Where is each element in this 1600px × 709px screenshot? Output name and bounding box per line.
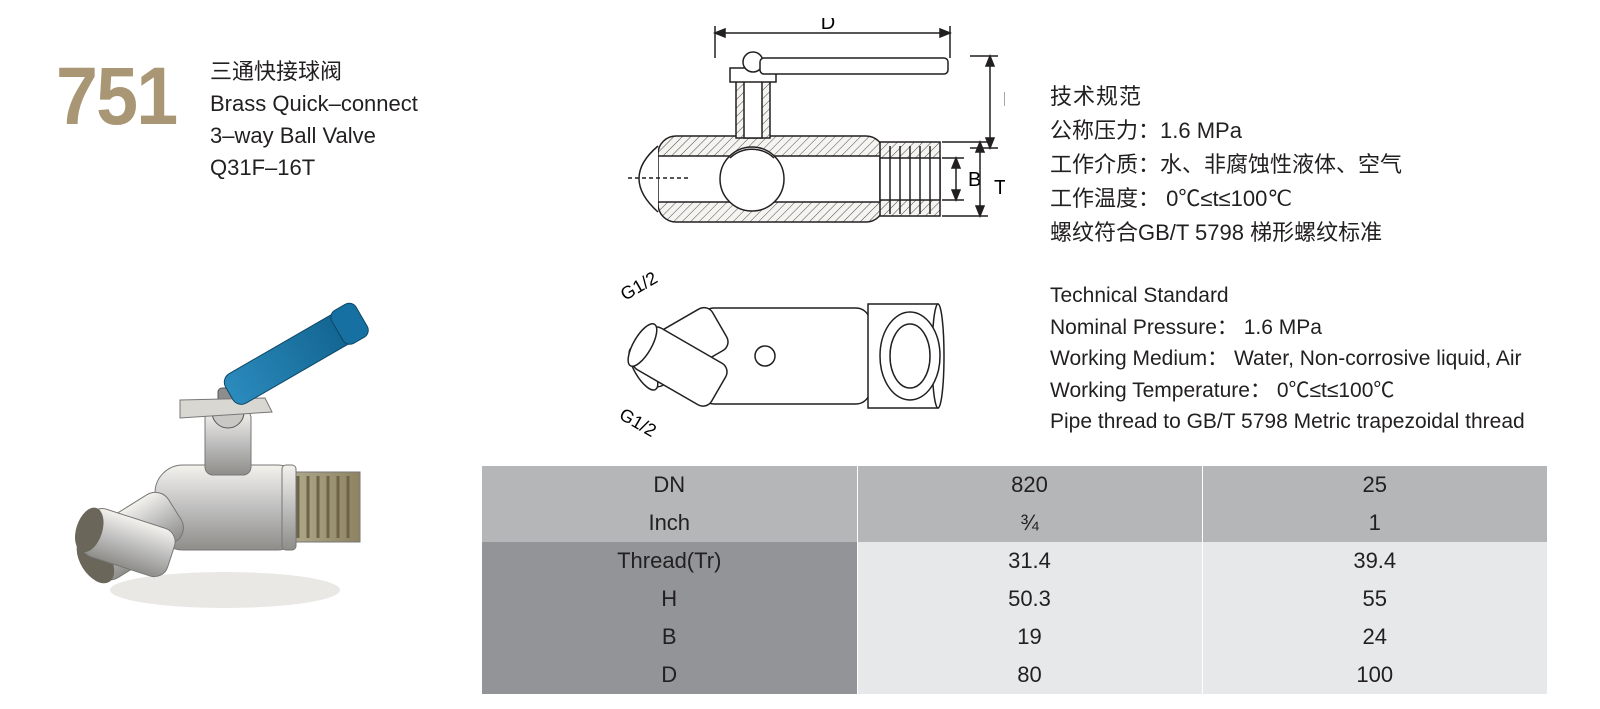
table-row: Thread(Tr)31.439.4	[482, 542, 1547, 580]
dim-tr-label: Tr	[994, 177, 1005, 199]
row-value-1: ¾	[857, 504, 1202, 542]
dimension-table: DN82025Inch¾1Thread(Tr)31.439.4H50.355B1…	[482, 466, 1547, 694]
row-value-2: 1	[1202, 504, 1547, 542]
row-label: D	[482, 656, 857, 694]
specs-cn-line1: 公称压力：1.6 MPa	[1050, 114, 1402, 148]
row-label: Thread(Tr)	[482, 542, 857, 580]
valve-photo-icon	[60, 290, 390, 620]
row-value-1: 80	[857, 656, 1202, 694]
row-label: B	[482, 618, 857, 656]
specs-chinese: 技术规范 公称压力：1.6 MPa 工作介质：水、非腐蚀性液体、空气 工作温度：…	[1050, 80, 1402, 250]
specs-cn-line4: 螺纹符合GB/T 5798 梯形螺纹标准	[1050, 216, 1402, 250]
table-row: H50.355	[482, 580, 1547, 618]
specs-en-line4: Pipe thread to GB/T 5798 Metric trapezoi…	[1050, 406, 1525, 438]
row-value-1: 19	[857, 618, 1202, 656]
product-photo	[60, 290, 390, 620]
row-value-2: 24	[1202, 618, 1547, 656]
row-label: Inch	[482, 504, 857, 542]
table-row: DN82025	[482, 466, 1547, 504]
title-cn: 三通快接球阀	[210, 56, 418, 88]
specs-english: Technical Standard Nominal Pressure： 1.6…	[1050, 280, 1525, 438]
row-value-1: 820	[857, 466, 1202, 504]
specs-en-line3: Working Temperature： 0℃≤t≤100℃	[1050, 375, 1525, 407]
row-value-1: 50.3	[857, 580, 1202, 618]
row-value-2: 100	[1202, 656, 1547, 694]
row-label: H	[482, 580, 857, 618]
table-row: D80100	[482, 656, 1547, 694]
specs-en-line1: Nominal Pressure： 1.6 MPa	[1050, 312, 1525, 344]
specs-cn-title: 技术规范	[1050, 80, 1402, 114]
specs-en-title: Technical Standard	[1050, 280, 1525, 312]
title-en-line1: Brass Quick–connect	[210, 88, 418, 120]
dim-h-label: H	[1003, 89, 1005, 111]
specs-cn-line3: 工作温度： 0℃≤t≤100℃	[1050, 182, 1402, 216]
specs-en-line2: Working Medium： Water, Non-corrosive liq…	[1050, 343, 1525, 375]
technical-drawing-icon: D	[580, 18, 1005, 448]
row-value-2: 25	[1202, 466, 1547, 504]
row-value-2: 39.4	[1202, 542, 1547, 580]
row-label: DN	[482, 466, 857, 504]
product-number: 751	[56, 50, 176, 144]
row-value-1: 31.4	[857, 542, 1202, 580]
title-block: 三通快接球阀 Brass Quick–connect 3–way Ball Va…	[210, 56, 418, 184]
dim-d-label: D	[821, 18, 835, 34]
model-code: Q31F–16T	[210, 152, 418, 184]
title-en-line2: 3–way Ball Valve	[210, 120, 418, 152]
table-row: Inch¾1	[482, 504, 1547, 542]
technical-diagrams: D	[580, 18, 1005, 448]
table-row: B1924	[482, 618, 1547, 656]
page: 751 三通快接球阀 Brass Quick–connect 3–way Bal…	[0, 0, 1600, 709]
dim-g12b-label: G1/2	[616, 404, 660, 441]
specs-cn-line2: 工作介质：水、非腐蚀性液体、空气	[1050, 148, 1402, 182]
dim-g12a-label: G1/2	[617, 268, 661, 305]
row-value-2: 55	[1202, 580, 1547, 618]
